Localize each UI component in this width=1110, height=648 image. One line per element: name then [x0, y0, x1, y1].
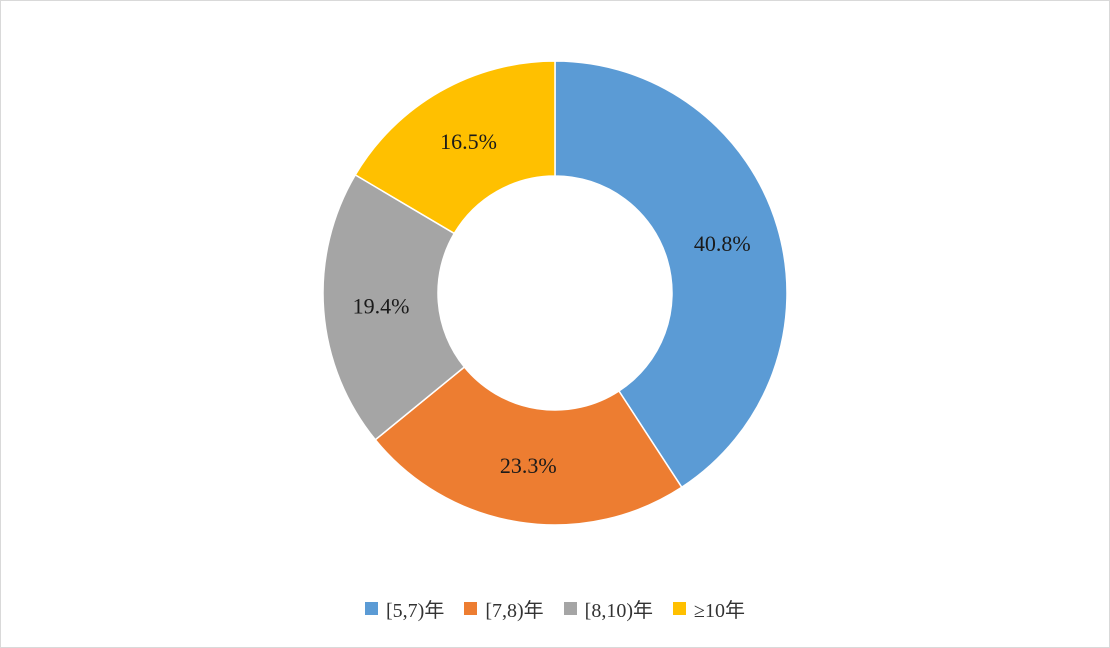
donut-slices — [322, 60, 788, 526]
donut-slice-7-8 — [374, 365, 683, 526]
donut-slice-labels: 40.8% 23.3% 19.4% 16.5% — [353, 129, 751, 478]
legend-swatch-5-7 — [365, 602, 379, 615]
slice-label-10-plus: 16.5% — [440, 129, 497, 154]
donut-slice-10-plus — [354, 60, 556, 235]
legend-label-7-8: [7,8)年 — [485, 600, 544, 622]
chart-legend: [5,7)年 [7,8)年 [8,10)年 ≥10年 — [0, 594, 1110, 623]
legend-item-10-plus: ≥10年 — [673, 594, 745, 623]
slice-label-8-10: 19.4% — [353, 294, 410, 319]
legend-label-10-plus: ≥10年 — [694, 600, 745, 622]
legend-item-7-8: [7,8)年 — [464, 594, 544, 623]
legend-item-8-10: [8,10)年 — [563, 594, 653, 623]
legend-swatch-10-plus — [673, 602, 686, 615]
legend-swatch-7-8 — [464, 602, 478, 615]
donut-slice-5-7 — [554, 60, 788, 489]
legend-label-8-10: [8,10)年 — [584, 600, 653, 622]
legend-label-5-7: [5,7)年 — [386, 600, 445, 622]
legend-item-5-7: [5,7)年 — [365, 594, 444, 623]
legend-swatch-8-10 — [563, 602, 577, 615]
donut-slice-8-10 — [322, 173, 466, 441]
slice-label-5-7: 40.8% — [694, 231, 751, 256]
slice-label-7-8: 23.3% — [500, 453, 557, 478]
donut-chart: 40.8% 23.3% 19.4% 16.5% — [322, 60, 788, 526]
